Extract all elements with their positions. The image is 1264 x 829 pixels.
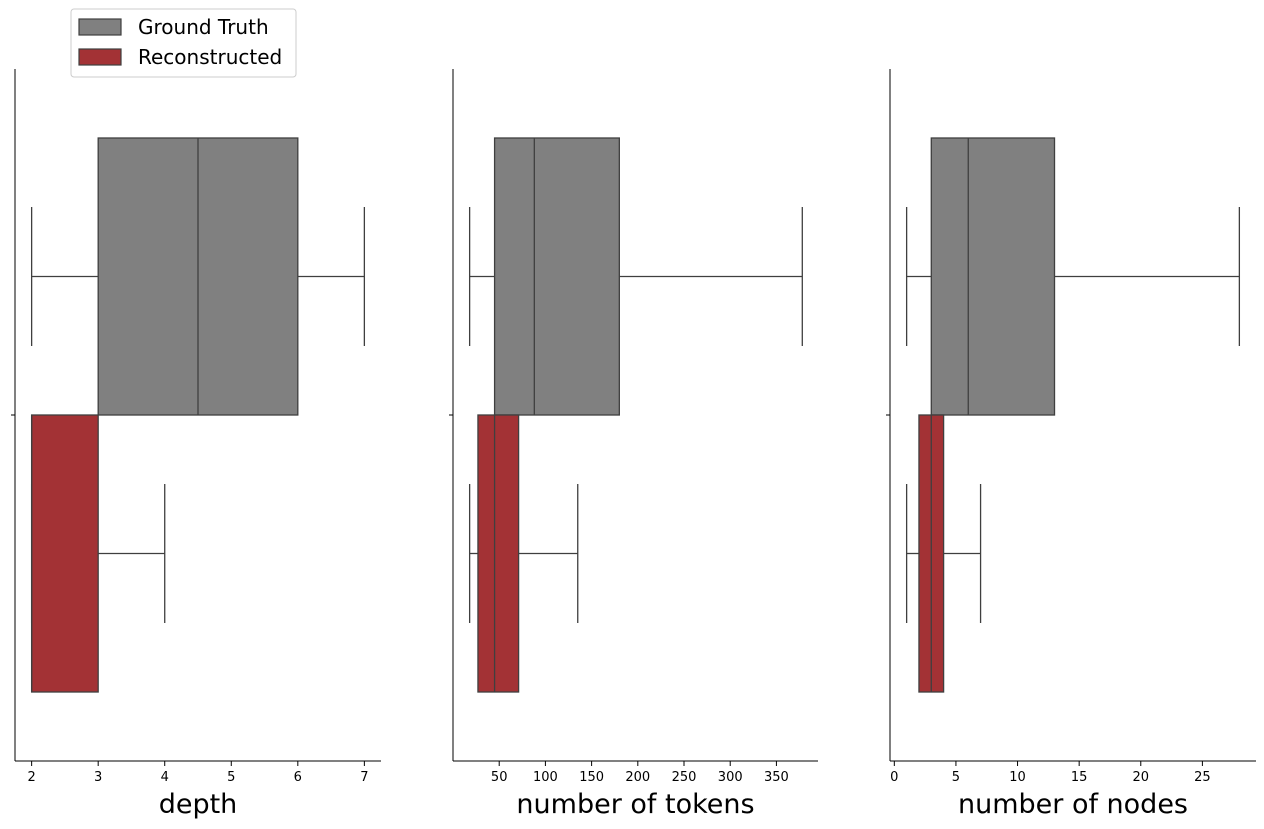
- x-tick-label: 350: [764, 770, 789, 785]
- x-tick-label: 300: [718, 770, 743, 785]
- boxplot-reconstructed: [468, 414, 579, 693]
- legend: Ground Truth Reconstructed: [70, 8, 297, 78]
- x-tick-label: 15: [1071, 770, 1088, 785]
- boxplot-ground-truth: [30, 137, 366, 416]
- x-axis-label: depth: [159, 789, 238, 820]
- x-tick-label: 5: [227, 770, 235, 785]
- panel-1: 2 3 4 5 6 7 depth: [11, 69, 381, 820]
- panel-3: 0 5 10 15 20 25 number of nodes: [886, 69, 1256, 820]
- x-tick-label: 6: [294, 770, 302, 785]
- x-tick-label: 10: [1009, 770, 1026, 785]
- x-axis-label: number of nodes: [958, 789, 1188, 820]
- x-tick-label: 7: [360, 770, 368, 785]
- boxplot-ground-truth: [468, 137, 803, 416]
- x-tick-label: 3: [94, 770, 102, 785]
- x-tick-label: 200: [625, 770, 650, 785]
- iqr-box: [930, 137, 1056, 416]
- legend-swatch-ground-truth: [78, 18, 122, 36]
- legend-swatch-reconstructed: [78, 48, 122, 66]
- x-tick-label: 25: [1194, 770, 1211, 785]
- x-tick-label: 50: [491, 770, 508, 785]
- boxplot-reconstructed: [30, 414, 166, 693]
- iqr-box: [477, 414, 520, 693]
- x-axis-label: number of tokens: [516, 789, 754, 820]
- x-tick-label: 2: [27, 770, 35, 785]
- panel-2: 50 100 150 200 250 300 350 number of tokens: [449, 69, 818, 820]
- x-tick-label: 4: [161, 770, 169, 785]
- legend-label-ground-truth: Ground Truth: [138, 15, 269, 39]
- x-tick-label: 250: [672, 770, 697, 785]
- x-tick-label: 100: [533, 770, 558, 785]
- boxplot-ground-truth: [905, 137, 1241, 416]
- legend-label-reconstructed: Reconstructed: [138, 45, 282, 69]
- iqr-box: [30, 414, 99, 693]
- x-tick-label: 0: [890, 770, 898, 785]
- boxplot-reconstructed: [905, 414, 982, 693]
- x-tick-label: 5: [952, 770, 960, 785]
- x-tick-label: 20: [1133, 770, 1150, 785]
- iqr-box: [493, 137, 620, 416]
- legend-frame: [70, 8, 297, 78]
- x-tick-label: 150: [579, 770, 604, 785]
